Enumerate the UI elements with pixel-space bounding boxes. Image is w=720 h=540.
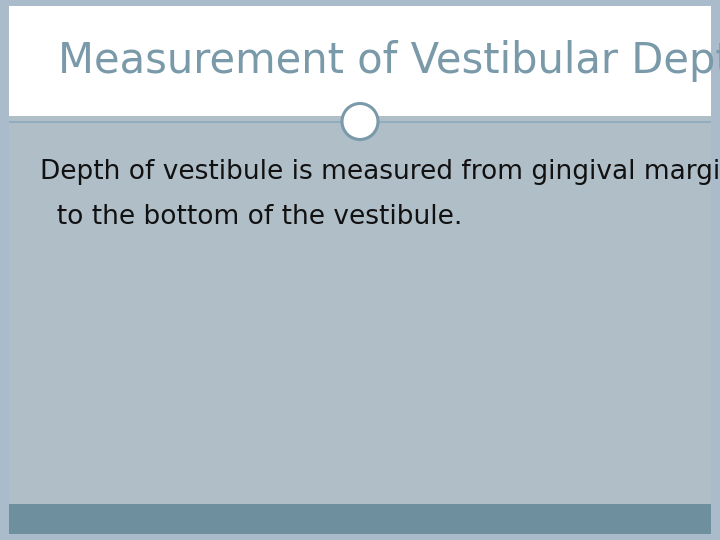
Text: Depth of vestibule is measured from gingival margin: Depth of vestibule is measured from ging…	[40, 159, 720, 185]
Bar	[9, 116, 711, 504]
Ellipse shape	[342, 104, 378, 139]
Text: to the bottom of the vestibule.: to the bottom of the vestibule.	[40, 204, 462, 230]
Bar	[9, 504, 711, 534]
Bar	[9, 6, 711, 116]
Text: Measurement of Vestibular Depth: Measurement of Vestibular Depth	[58, 40, 720, 82]
